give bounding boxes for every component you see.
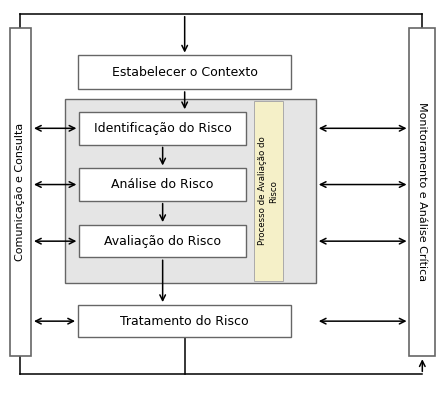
FancyBboxPatch shape	[254, 101, 283, 281]
Text: Monitoramento e Análise Crítica: Monitoramento e Análise Crítica	[417, 103, 427, 282]
Text: Tratamento do Risco: Tratamento do Risco	[120, 315, 249, 327]
FancyBboxPatch shape	[409, 28, 435, 356]
FancyBboxPatch shape	[78, 305, 291, 337]
Text: Estabelecer o Contexto: Estabelecer o Contexto	[112, 66, 258, 79]
Text: Avaliação do Risco: Avaliação do Risco	[104, 235, 221, 248]
FancyBboxPatch shape	[78, 55, 291, 89]
FancyBboxPatch shape	[79, 225, 246, 257]
FancyBboxPatch shape	[65, 99, 316, 283]
FancyBboxPatch shape	[10, 28, 31, 356]
FancyBboxPatch shape	[79, 112, 246, 145]
Text: Comunicação e Consulta: Comunicação e Consulta	[16, 123, 25, 261]
Text: Identificação do Risco: Identificação do Risco	[94, 122, 231, 135]
FancyBboxPatch shape	[79, 168, 246, 201]
Text: Análise do Risco: Análise do Risco	[111, 178, 214, 191]
Text: Processo de Avaliação do
Risco: Processo de Avaliação do Risco	[259, 137, 278, 246]
